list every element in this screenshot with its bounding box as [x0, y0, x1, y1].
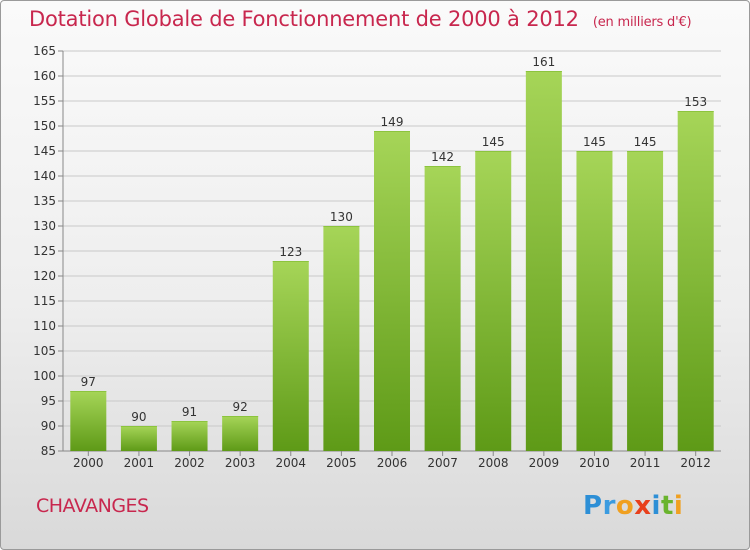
data-label: 149 [381, 115, 404, 129]
logo-letter: t [660, 491, 674, 521]
x-tick-label: 2009 [529, 456, 560, 470]
data-label: 145 [482, 135, 505, 149]
y-tick-label: 95 [41, 394, 56, 408]
logo-letter: i [673, 491, 684, 521]
chart-title: Dotation Globale de Fonctionnement de 20… [29, 7, 692, 31]
y-tick-label: 85 [41, 444, 56, 458]
x-tick-label: 2007 [427, 456, 458, 470]
x-tick-label: 2004 [275, 456, 306, 470]
unit-label: (en milliers d'€) [592, 15, 692, 30]
x-tick-label: 2010 [579, 456, 610, 470]
bar-2001 [120, 426, 157, 451]
x-tick-label: 2011 [630, 456, 661, 470]
bar-2012 [677, 111, 714, 451]
bar-2002 [171, 421, 208, 451]
x-tick-label: 2002 [174, 456, 205, 470]
commune-name: CHAVANGES [36, 495, 149, 517]
y-tick-label: 150 [33, 119, 56, 133]
bar-2007 [424, 166, 461, 451]
y-tick-label: 160 [33, 69, 56, 83]
logo-letter: x [634, 491, 652, 521]
y-tick-label: 130 [33, 219, 56, 233]
x-axis: 2000 2001 2002 2003 2004 2005 2006 2007 2008 2009… [73, 451, 711, 470]
bars: 97 90 91 92 123 130 149 142 145 161 145 145 153 [70, 55, 714, 451]
logo-letter: r [602, 491, 616, 521]
y-tick-label: 90 [41, 419, 56, 433]
logo-letter: P [583, 491, 603, 521]
x-tick-label: 2000 [73, 456, 104, 470]
bar-2004 [272, 261, 309, 451]
logo-letter: i [651, 491, 661, 521]
title-text: Dotation Globale de Fonctionnement de 20… [29, 7, 579, 31]
data-label: 153 [684, 95, 707, 109]
y-tick-label: 115 [33, 294, 56, 308]
y-tick-label: 145 [33, 144, 56, 158]
data-label: 92 [233, 400, 248, 414]
data-label: 145 [634, 135, 657, 149]
bar-2006 [374, 131, 410, 451]
data-label: 97 [81, 375, 96, 389]
bar-2000 [70, 391, 107, 451]
logo-letter: o [615, 491, 635, 521]
x-tick-label: 2005 [326, 456, 357, 470]
data-label: 145 [583, 135, 606, 149]
x-tick-label: 2008 [478, 456, 509, 470]
y-tick-label: 125 [33, 244, 56, 258]
x-tick-label: 2003 [225, 456, 256, 470]
data-label: 90 [131, 410, 146, 424]
data-label: 91 [182, 405, 197, 419]
bar-2010 [576, 151, 613, 451]
y-tick-label: 110 [33, 319, 56, 333]
y-tick-label: 105 [33, 344, 56, 358]
bar-2011 [627, 151, 664, 451]
bar-2003 [222, 416, 259, 451]
data-label: 161 [532, 55, 555, 69]
y-tick-label: 155 [33, 94, 56, 108]
x-tick-label: 2012 [680, 456, 711, 470]
x-tick-label: 2001 [124, 456, 155, 470]
bar-2009 [525, 71, 562, 451]
y-tick-label: 140 [33, 169, 56, 183]
y-tick-label: 100 [33, 369, 56, 383]
y-tick-label: 135 [33, 194, 56, 208]
bar-2008 [475, 151, 512, 451]
y-tick-label: 165 [33, 44, 56, 58]
x-tick-label: 2006 [377, 456, 408, 470]
data-label: 123 [279, 245, 302, 259]
bar-2005 [323, 226, 360, 451]
data-label: 130 [330, 210, 353, 224]
y-tick-label: 120 [33, 269, 56, 283]
proxiti-logo: Proxiti [583, 491, 683, 521]
data-label: 142 [431, 150, 454, 164]
